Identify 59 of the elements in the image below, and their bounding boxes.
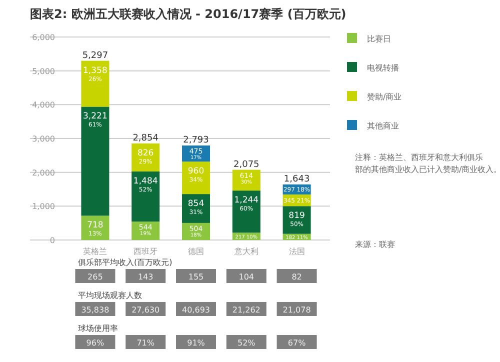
total-label: 5,297 <box>82 50 108 61</box>
total-label: 2,854 <box>132 133 159 144</box>
text: 21,262 <box>232 306 260 314</box>
total-label: 2,793 <box>183 136 209 146</box>
data-label: 475 17% <box>189 148 203 162</box>
data-label: 3,221 61% <box>83 112 108 129</box>
data-label: 854 31% <box>188 199 204 216</box>
x-tick-label: 德国 <box>188 247 204 256</box>
text: 俱乐部平均收入(百万欧元) <box>78 258 172 267</box>
y-tick-label: 4,000 <box>32 100 55 110</box>
data-label: 1,484 52% <box>133 176 158 194</box>
text: 27,630 <box>132 306 160 314</box>
x-tick-label: 西班牙 <box>134 247 158 256</box>
text: 52% <box>238 338 256 348</box>
data-label: 826 29% <box>137 148 154 166</box>
data-label: 544 19% <box>138 224 153 238</box>
bar <box>232 190 260 233</box>
source-note: 来源：联赛 <box>355 240 395 249</box>
data-label: 960 34% <box>188 166 204 184</box>
y-tick-label: 2,000 <box>32 168 55 178</box>
text: 球场使用率 <box>78 324 118 333</box>
data-label: 1,244 60% <box>234 196 259 213</box>
text: 40,693 <box>182 306 210 314</box>
y-tick-label: 5,000 <box>32 66 55 76</box>
total-label: 2,075 <box>234 160 260 170</box>
legend-label: 赞助/商业 <box>367 92 402 102</box>
text: 143 <box>138 272 154 282</box>
data-label: 1,358 26% <box>83 66 108 83</box>
y-tick-label: 3,000 <box>32 134 55 144</box>
y-tick-label: 6,000 <box>32 33 55 42</box>
chart-title: 图表2: 欧洲五大联赛收入情况 - 2016/17赛季 (百万欧元) <box>30 7 346 21</box>
text: 平均现场观赛人数 <box>78 291 142 300</box>
text: 注释：英格兰、西班牙和意大利俱乐部的其他商业收入已计入赞助/商业收入。 <box>355 153 500 174</box>
text: 67% <box>288 338 306 348</box>
bar <box>81 60 110 107</box>
bar <box>81 106 110 216</box>
y-tick-label: 0 <box>50 236 55 245</box>
text: 265 <box>88 272 103 282</box>
y-tick-label: 1,000 <box>32 202 55 212</box>
legend-label: 电视转播 <box>367 64 399 72</box>
legend-label: 比赛日 <box>367 34 391 44</box>
text: 155 <box>188 272 204 282</box>
total-label: 1,643 <box>284 174 310 184</box>
x-tick-label: 意大利 <box>233 247 258 256</box>
legend-label: 其他商业 <box>367 122 399 130</box>
data-label: 614 30% <box>240 172 254 186</box>
bar <box>132 171 160 222</box>
data-label: 718 13% <box>87 220 104 238</box>
text: 96% <box>86 338 104 348</box>
x-tick-label: 法国 <box>288 247 305 256</box>
text: 71% <box>136 338 155 348</box>
text: 104 <box>238 272 254 282</box>
x-tick-label: 英格兰 <box>83 247 108 256</box>
text: 21,078 <box>282 306 311 314</box>
text: 35,838 <box>81 306 110 314</box>
text: 91% <box>187 338 206 348</box>
text: 82 <box>292 272 302 282</box>
data-label: 819 50% <box>288 211 305 228</box>
data-label: 504 18% <box>189 224 204 238</box>
